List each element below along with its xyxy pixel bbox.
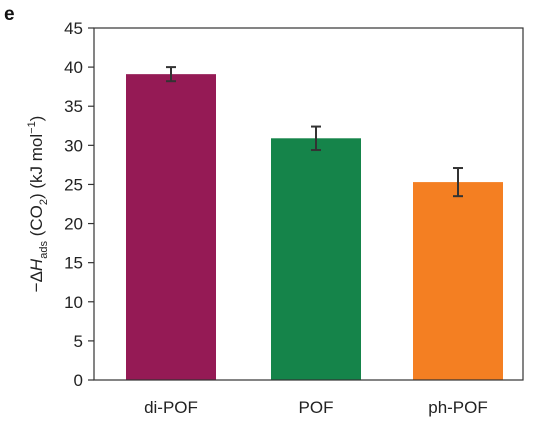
error-bars xyxy=(166,66,463,198)
plot-frame xyxy=(93,27,524,381)
y-tick-label: 20 xyxy=(64,215,83,234)
y-tick-label: 45 xyxy=(64,19,83,38)
y-tick-label: 10 xyxy=(64,293,83,312)
axes xyxy=(93,27,524,381)
y-tick-label: 30 xyxy=(64,136,83,155)
y-axis-ticks: 0 5 10 15 20 25 30 35 40 45 xyxy=(64,19,94,390)
bar-ph-pof xyxy=(413,182,503,380)
y-axis-title: −ΔHads (CO2) (kJ mol−1) xyxy=(26,116,50,293)
bar-di-pof xyxy=(126,74,216,380)
panel-label: e xyxy=(4,4,15,25)
y-tick-label: 35 xyxy=(64,97,83,116)
x-tick-label: di-POF xyxy=(144,398,198,417)
y-tick-label: 40 xyxy=(64,58,83,77)
x-tick-label: POF xyxy=(299,398,334,417)
y-tick-label: 0 xyxy=(74,371,83,390)
ylabel-unit-superscript: −1 xyxy=(26,121,38,134)
x-axis-tick-labels: di-POF POF ph-POF xyxy=(144,398,488,417)
y-axis-label: −ΔHads (CO2) (kJ mol−1) xyxy=(26,116,50,293)
ylabel-prefix: −Δ xyxy=(27,271,46,292)
ylabel-gas-subscript: 2 xyxy=(38,199,50,205)
bars xyxy=(126,74,503,380)
ylabel-gas-open: (CO xyxy=(27,205,46,241)
y-tick-label: 25 xyxy=(64,175,83,194)
ylabel-unit-close: ) xyxy=(27,116,46,122)
ylabel-symbol: H xyxy=(27,258,46,271)
ylabel-gas-close: ) (kJ mol xyxy=(27,134,46,199)
ylabel-symbol-subscript: ads xyxy=(38,241,50,259)
y-tick-label: 15 xyxy=(64,254,83,273)
y-tick-label: 5 xyxy=(74,332,83,351)
bar-pof xyxy=(271,138,361,380)
x-tick-label: ph-POF xyxy=(428,398,488,417)
